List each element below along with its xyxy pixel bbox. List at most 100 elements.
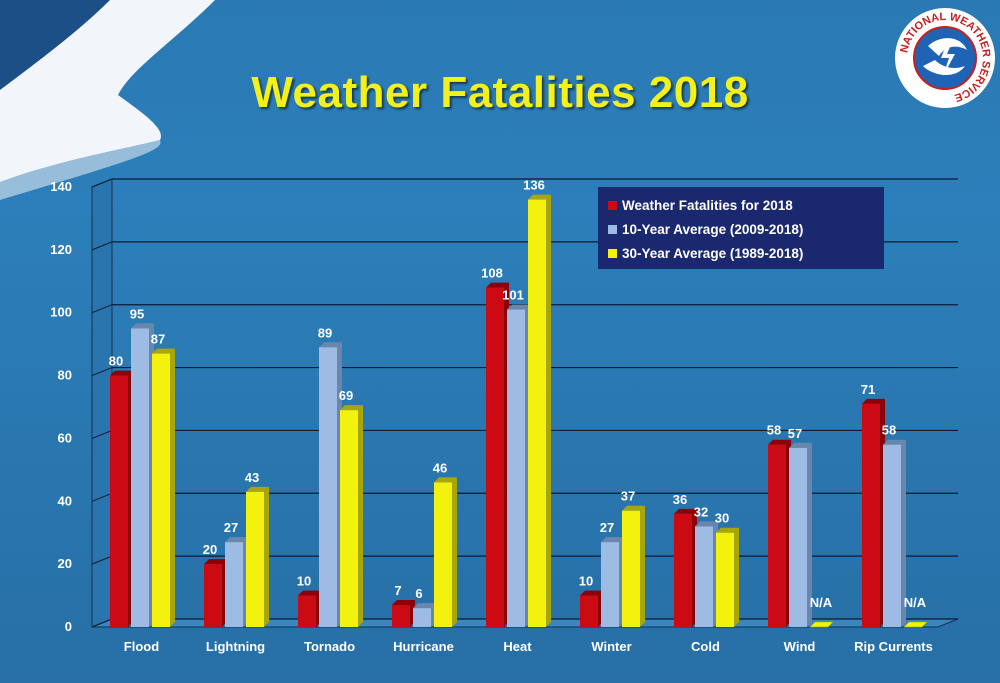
- bar-na-marker: [903, 621, 928, 628]
- bar-value-label: 32: [694, 504, 708, 519]
- bar: [486, 287, 504, 627]
- bar-side: [452, 477, 457, 627]
- bar-top: [486, 282, 509, 288]
- bar-top: [152, 348, 175, 354]
- y-tick-label: 120: [50, 242, 72, 257]
- bar-top: [601, 537, 624, 543]
- bar-side: [546, 194, 551, 628]
- bar: [298, 595, 316, 627]
- bar: [204, 564, 222, 627]
- bar: [883, 444, 901, 627]
- bar: [225, 542, 243, 627]
- bar-na-label: N/A: [904, 595, 927, 610]
- category-label: Winter: [591, 639, 631, 654]
- category-label: Wind: [784, 639, 816, 654]
- category-label: Rip Currents: [854, 639, 933, 654]
- bar-value-label: 10: [297, 574, 311, 589]
- bar-value-label: 30: [715, 511, 729, 526]
- bar: [674, 513, 692, 627]
- bar-top: [413, 603, 436, 609]
- bar-value-label: 71: [861, 382, 875, 397]
- bar-value-label: 101: [502, 288, 524, 303]
- gridline-diag: [91, 241, 113, 251]
- bar-top: [340, 405, 363, 411]
- bar-value-label: 136: [523, 178, 545, 193]
- bar-side: [358, 405, 363, 627]
- bar-top: [862, 398, 885, 404]
- bar: [789, 447, 807, 627]
- bar-value-label: 20: [203, 542, 217, 557]
- bar: [601, 542, 619, 627]
- bar-top: [622, 505, 645, 511]
- bar-value-label: 58: [767, 423, 781, 438]
- legend-label: Weather Fatalities for 2018: [622, 197, 793, 213]
- legend-swatch-30yr: [608, 248, 617, 258]
- gridline-diag: [91, 178, 113, 188]
- bar: [434, 482, 452, 627]
- chart-title: Weather Fatalities 2018: [251, 68, 749, 117]
- bar-top: [246, 486, 269, 492]
- bar: [392, 605, 410, 627]
- legend-item-10yr: 10-Year Average (2009-2018): [608, 217, 884, 241]
- bar-top: [392, 600, 415, 605]
- bar-top: [110, 370, 133, 376]
- gridline-diag: [91, 429, 113, 439]
- bar-top: [528, 194, 551, 200]
- bar: [110, 375, 128, 627]
- bar-top: [580, 590, 603, 596]
- bar-value-label: 46: [433, 460, 447, 475]
- bar-side: [734, 527, 739, 627]
- bar-value-label: 87: [151, 332, 165, 347]
- swoosh-edge: [0, 140, 161, 200]
- gridline-diag: [91, 618, 113, 628]
- x-axis-categories: Flood Lightning Tornado Hurricane Heat Winter…: [124, 639, 933, 654]
- bar-top: [507, 304, 530, 310]
- dark-swoosh: [0, 0, 110, 90]
- y-tick-label: 0: [65, 619, 72, 634]
- bars: [110, 194, 928, 628]
- bar-value-label: 36: [673, 492, 687, 507]
- y-tick-label: 80: [58, 368, 72, 383]
- y-axis-ticks: 0 20 40 60 80 100 120 140: [50, 179, 72, 634]
- bar-value-label: 43: [245, 470, 259, 485]
- legend: Weather Fatalities for 2018 10-Year Aver…: [598, 187, 884, 269]
- bar: [695, 526, 713, 627]
- bar-top: [319, 342, 342, 348]
- gridline-diag: [91, 492, 113, 502]
- bar-side: [640, 505, 645, 627]
- category-label: Tornado: [304, 639, 355, 654]
- bar-top: [716, 527, 739, 533]
- bar: [768, 444, 786, 627]
- bar-value-label: 57: [788, 426, 802, 441]
- bar: [716, 532, 734, 627]
- bar-value-label: 58: [882, 423, 896, 438]
- bar-value-label: 37: [621, 489, 635, 504]
- y-tick-label: 40: [58, 493, 72, 508]
- category-label: Hurricane: [393, 639, 454, 654]
- bar: [622, 510, 640, 627]
- bar-top: [204, 559, 227, 565]
- bar-value-label: 89: [318, 325, 332, 340]
- bar-side: [807, 442, 812, 627]
- y-tick-label: 60: [58, 430, 72, 445]
- bar-top: [789, 442, 812, 448]
- bar: [131, 328, 149, 627]
- category-label: Lightning: [206, 639, 265, 654]
- bar: [340, 410, 358, 627]
- legend-label: 10-Year Average (2009-2018): [622, 221, 804, 237]
- bar: [319, 347, 337, 627]
- bar-value-label: 27: [224, 520, 238, 535]
- bar: [152, 353, 170, 627]
- bar-na-label: N/A: [810, 595, 833, 610]
- bar: [528, 199, 546, 628]
- category-label: Heat: [503, 639, 532, 654]
- bar-value-label: 69: [339, 388, 353, 403]
- gridline-diag: [91, 555, 113, 565]
- category-label: Flood: [124, 639, 159, 654]
- bar-top: [298, 590, 321, 596]
- bar-value-label: 108: [481, 266, 503, 281]
- bar-top: [674, 508, 697, 514]
- bar-top: [225, 537, 248, 543]
- bar-top: [695, 521, 718, 527]
- bar-value-label: 95: [130, 306, 144, 321]
